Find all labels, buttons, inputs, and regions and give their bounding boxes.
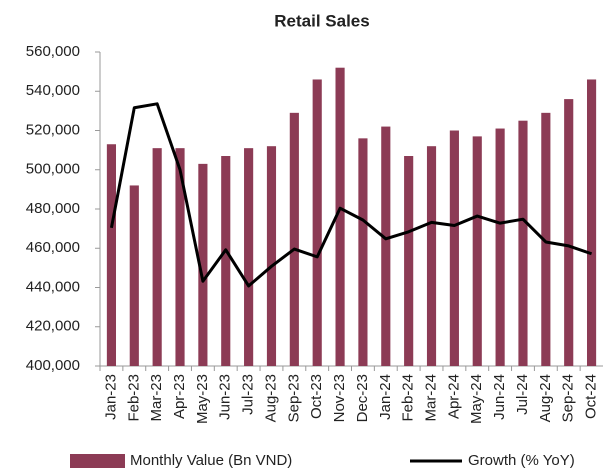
bar [404, 156, 414, 366]
x-tick-label: Apr-23 [171, 374, 188, 419]
bar [518, 120, 528, 366]
bar [221, 156, 231, 366]
x-tick-label: Jul-23 [240, 374, 257, 415]
x-tick-label: Mar-23 [148, 374, 165, 422]
y-tick-label: 540,000 [26, 82, 80, 99]
x-tick-label: Jun-23 [217, 374, 234, 420]
x-tick-label: Oct-23 [308, 374, 325, 419]
legend-label: Growth (% YoY) [468, 452, 575, 469]
x-tick-label: Feb-23 [125, 374, 142, 422]
bar [106, 144, 117, 366]
bar [449, 130, 459, 366]
bar [289, 112, 299, 367]
x-tick-label: Mar-24 [422, 374, 439, 422]
y-tick-label: 560,000 [26, 43, 80, 60]
bar [358, 138, 368, 366]
legend-swatch [70, 454, 125, 468]
bar [198, 163, 208, 366]
bar [266, 146, 277, 366]
line [109, 102, 593, 288]
x-tick-label: Sep-23 [285, 374, 302, 422]
x-tick-label: Dec-23 [354, 374, 371, 422]
legend-label: Monthly Value (Bn VND) [130, 452, 292, 469]
x-tick-label: Aug-23 [262, 374, 279, 422]
x-tick-label: Feb-24 [400, 374, 417, 422]
x-tick-label: Nov-23 [331, 374, 348, 422]
bar [312, 79, 322, 366]
y-tick-label: 500,000 [26, 161, 80, 178]
x-tick-label: May-24 [468, 374, 485, 424]
y-tick-label: 520,000 [26, 121, 80, 138]
bar [586, 79, 597, 366]
bar [381, 126, 391, 366]
y-tick-label: 440,000 [26, 278, 80, 295]
bar [175, 148, 185, 366]
bar [472, 136, 482, 366]
x-tick-label: Jan-24 [377, 374, 394, 420]
bar [564, 99, 574, 366]
bar [129, 185, 139, 366]
x-tick-label: Jan-23 [102, 374, 119, 420]
bar [152, 148, 162, 366]
x-tick-label: Sep-24 [560, 374, 577, 422]
x-tick-label: Jun-24 [491, 374, 508, 420]
x-tick-label: Apr-24 [445, 374, 462, 419]
y-tick-label: 460,000 [26, 239, 80, 256]
x-tick-label: Jul-24 [514, 374, 531, 415]
bar [426, 146, 437, 366]
x-tick-label: Aug-24 [537, 374, 554, 422]
y-tick-label: 420,000 [26, 318, 80, 335]
x-tick-label: Oct-24 [583, 374, 600, 419]
y-tick-label: 400,000 [26, 357, 80, 374]
x-tick-label: May-23 [194, 374, 211, 424]
y-tick-label: 480,000 [26, 200, 80, 217]
bar [495, 128, 505, 366]
bar [335, 67, 345, 366]
bar [244, 148, 254, 366]
chart-title: Retail Sales [274, 11, 369, 30]
bar [541, 112, 551, 367]
